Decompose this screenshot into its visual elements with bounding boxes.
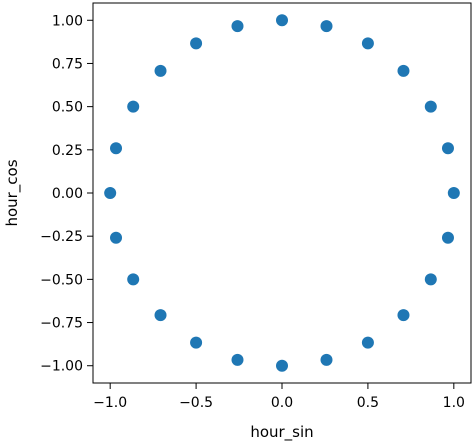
data-point <box>127 273 140 286</box>
data-point <box>424 273 437 286</box>
x-tick-label: −0.5 <box>179 395 213 411</box>
data-point <box>447 187 460 199</box>
data-point <box>397 64 410 77</box>
y-tick-label: −0.25 <box>40 229 83 245</box>
data-point <box>110 142 123 155</box>
data-point <box>190 37 203 50</box>
data-point <box>361 336 374 349</box>
data-point <box>231 20 244 33</box>
y-tick-label: 0.75 <box>52 56 83 72</box>
axes-layer: −1.0 −0.5 0.0 0.5 1.0 1.00 0.75 0.50 0.25 0.00 −0.… <box>40 2 472 411</box>
y-tick-label: 0.25 <box>52 143 83 159</box>
data-point <box>320 353 333 366</box>
data-point <box>154 64 167 77</box>
x-tick-label: 1.0 <box>443 395 465 411</box>
x-tick-label: −1.0 <box>93 395 127 411</box>
data-point <box>154 309 167 322</box>
plot-frame <box>92 2 472 384</box>
data-point <box>231 353 244 366</box>
data-point <box>190 336 203 349</box>
points-layer <box>104 14 460 372</box>
data-point <box>110 231 123 244</box>
x-tick-label: 0.5 <box>357 395 379 411</box>
y-tick-label: −0.75 <box>40 316 83 332</box>
data-point <box>424 100 437 113</box>
y-tick-label: 0.00 <box>52 186 83 202</box>
data-point <box>361 37 374 50</box>
data-point <box>441 231 454 244</box>
y-axis-label: hour_cos <box>3 159 22 226</box>
data-point <box>276 359 288 372</box>
y-tick-label: −0.50 <box>40 272 83 288</box>
x-tick-label: 0.0 <box>271 395 293 411</box>
y-tick-label: 0.50 <box>52 100 83 116</box>
x-axis-label: hour_sin <box>250 423 313 442</box>
data-point <box>127 100 140 113</box>
data-point <box>320 20 333 33</box>
data-point <box>276 14 288 27</box>
data-point <box>441 142 454 155</box>
y-tick-label: −1.00 <box>40 359 83 375</box>
y-tick-label: 1.00 <box>52 13 83 29</box>
data-point <box>397 309 410 322</box>
data-point <box>104 187 117 199</box>
